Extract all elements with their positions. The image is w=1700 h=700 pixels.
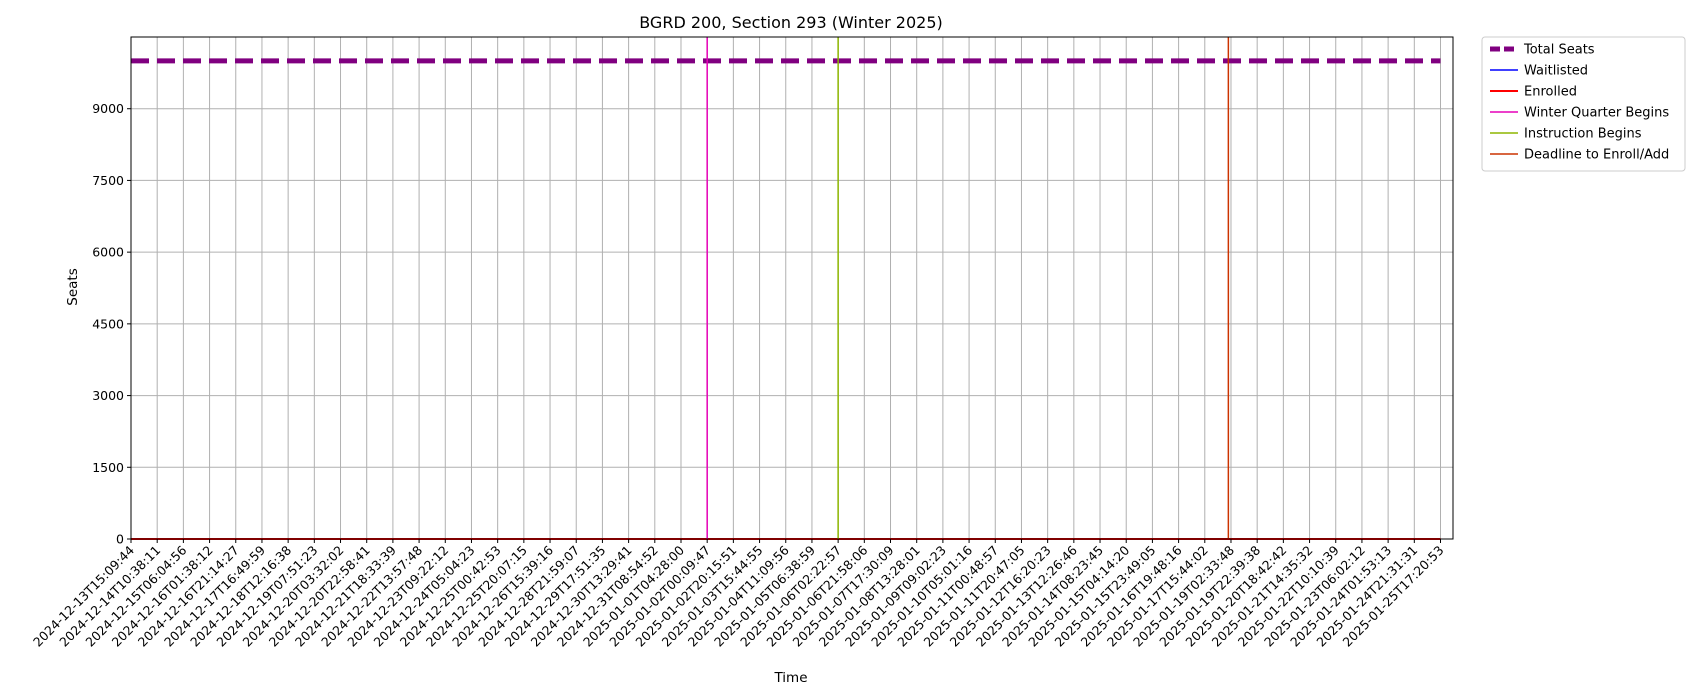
y-tick-label: 1500 (92, 460, 124, 475)
chart-title: BGRD 200, Section 293 (Winter 2025) (639, 13, 943, 32)
y-tick-label: 9000 (92, 101, 124, 116)
legend-label: Winter Quarter Begins (1524, 106, 1669, 121)
y-tick-label: 7500 (92, 173, 124, 188)
y-axis-title: Seats (65, 268, 81, 305)
legend-label: Waitlisted (1524, 64, 1588, 79)
x-axis-title: Time (773, 670, 807, 686)
legend-label: Total Seats (1523, 43, 1595, 58)
y-tick-label: 3000 (92, 388, 124, 403)
y-tick-label: 6000 (92, 245, 124, 260)
legend-label: Deadline to Enroll/Add (1524, 148, 1669, 163)
legend-label: Enrolled (1524, 85, 1577, 100)
plot-frame (130, 36, 1454, 540)
y-tick-label: 4500 (92, 316, 124, 331)
grid (130, 37, 1453, 540)
legend-box (1481, 36, 1686, 172)
axes: 2024-12-13T15:09:442024-12-14T10:38:1120… (30, 36, 1454, 650)
legend: Total Seats Waitlisted Enrolled Winter Quar… (1481, 36, 1686, 172)
y-tick-label: 0 (116, 532, 124, 547)
legend-label: Instruction Begins (1524, 127, 1642, 142)
